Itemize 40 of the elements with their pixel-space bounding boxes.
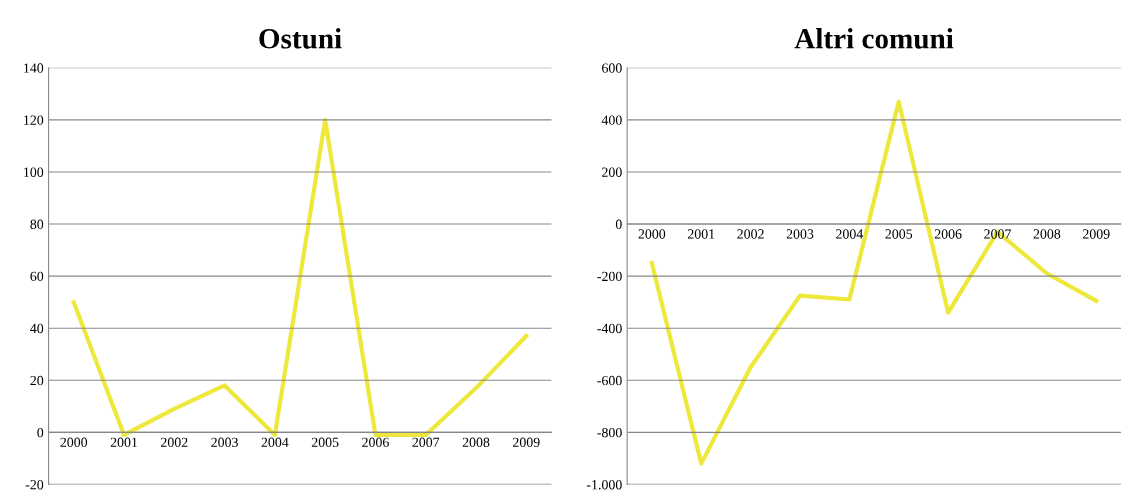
x-tick-label: 2001 (110, 437, 138, 447)
y-tick-label: -600 (597, 375, 622, 386)
x-tick-label: 2005 (311, 437, 339, 447)
y-tick-label: 600 (602, 63, 622, 73)
x-tick-label: 2007 (412, 437, 440, 447)
y-tick-label: -800 (597, 427, 622, 438)
y-tick-label: 120 (24, 115, 44, 125)
y-tick-label: 0 (37, 427, 44, 438)
y-tick-label: -20 (25, 480, 44, 490)
x-tick-label: 2003 (786, 229, 814, 239)
y-tick-label: -1.000 (586, 480, 622, 490)
y-tick-label: -200 (597, 271, 622, 282)
x-tick-label: 2008 (1033, 229, 1061, 239)
x-tick-label: 2006 (362, 437, 389, 447)
line-series (71, 117, 529, 438)
y-tick-label: 20 (30, 375, 44, 386)
chart-title: Ostuni (259, 28, 342, 49)
x-tick-label: 2000 (60, 437, 88, 447)
chart-title: Altri comuni (794, 28, 954, 49)
y-tick-label: 0 (615, 219, 622, 229)
y-tick-label: 200 (602, 167, 622, 177)
y-tick-label: -400 (597, 323, 622, 334)
x-tick-label: 2000 (638, 229, 666, 239)
x-tick-label: 2004 (836, 229, 864, 239)
y-tick-label: 400 (601, 115, 622, 125)
y-tick-label: 140 (24, 63, 44, 73)
x-tick-label: 2009 (1082, 229, 1110, 239)
x-tick-label: 2009 (513, 437, 540, 447)
x-tick-label: 2002 (161, 437, 188, 447)
x-tick-label: 2002 (737, 229, 764, 239)
y-tick-label: 100 (24, 167, 44, 177)
x-tick-label: 2003 (211, 437, 238, 447)
y-tick-label: 60 (30, 271, 44, 282)
y-tick-label: 80 (30, 219, 44, 229)
x-tick-label: 2005 (885, 229, 913, 239)
x-tick-label: 2004 (261, 437, 289, 447)
x-tick-label: 2008 (462, 437, 490, 447)
x-tick-label: 2006 (934, 229, 962, 239)
x-tick-label: 2001 (687, 229, 715, 239)
y-tick-label: 40 (30, 323, 44, 334)
